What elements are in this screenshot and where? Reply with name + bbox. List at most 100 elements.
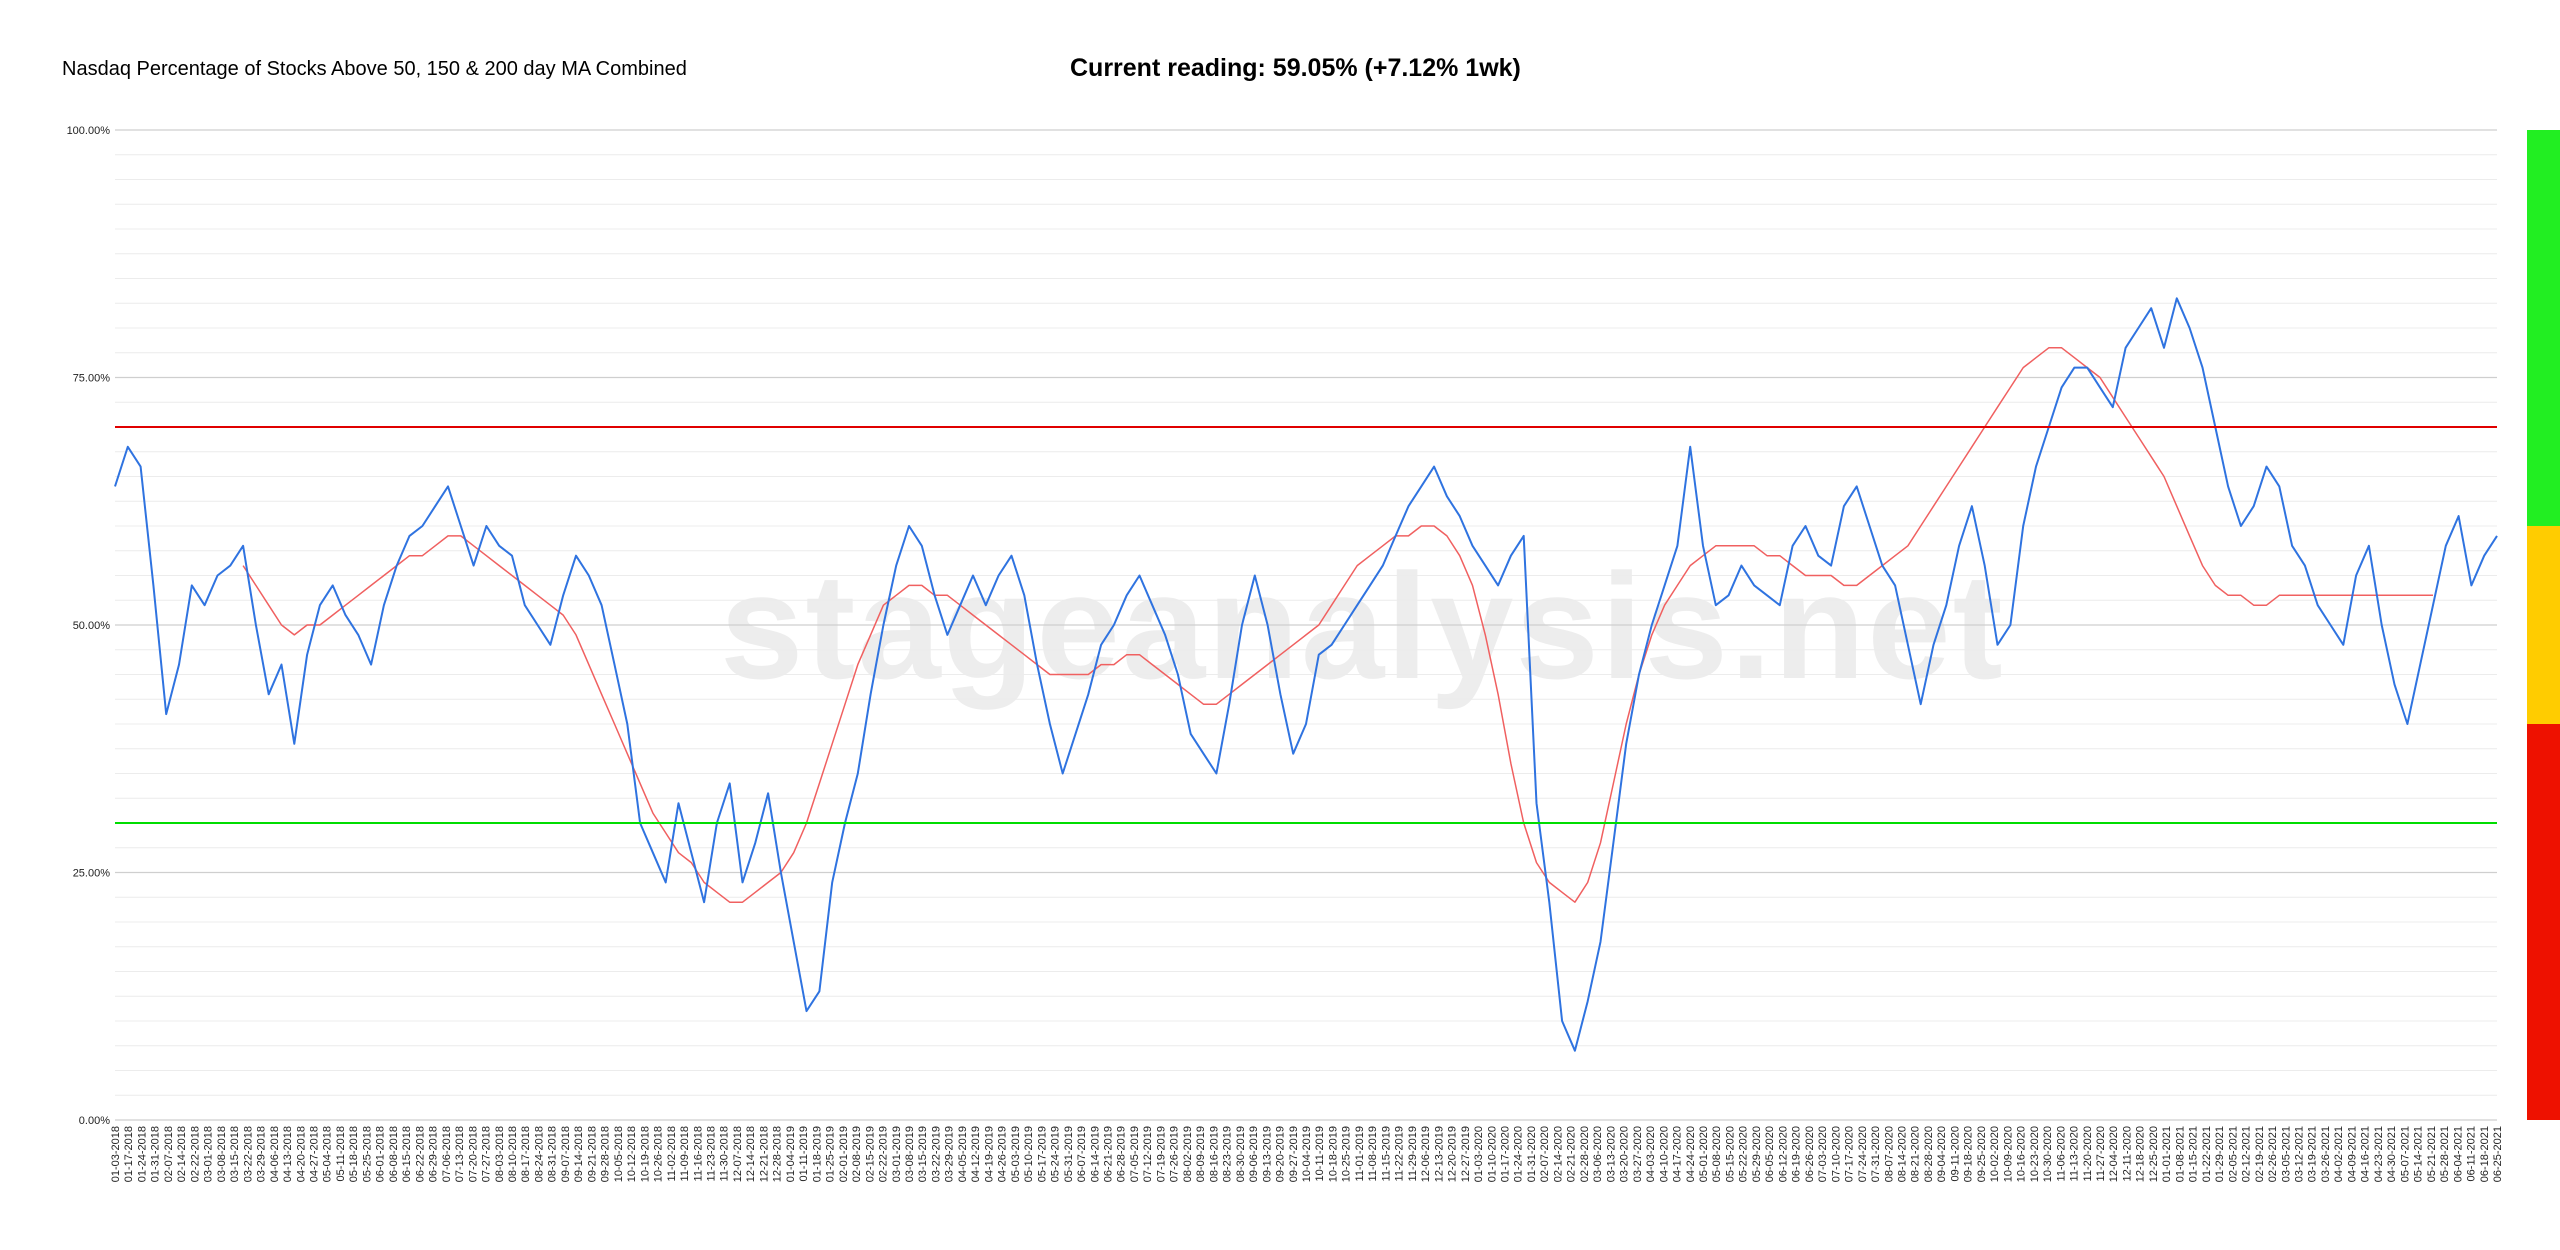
x-tick-label: 04-02-2021 (2333, 1126, 2345, 1182)
x-tick-label: 09-18-2020 (1963, 1126, 1975, 1182)
x-tick-label: 10-02-2020 (1989, 1126, 2001, 1182)
current-reading: Current reading: 59.05% (+7.12% 1wk) (1070, 54, 1521, 82)
y-tick-label: 25.00% (73, 868, 111, 880)
y-tick-label: 100.00% (67, 125, 111, 137)
x-tick-label: 08-10-2018 (507, 1126, 519, 1182)
x-tick-label: 03-29-2019 (944, 1126, 956, 1182)
moving-average-line (242, 347, 2433, 903)
y-tick-label: 75.00% (73, 373, 111, 385)
x-tick-label: 10-04-2019 (1301, 1126, 1313, 1182)
x-tick-label: 12-06-2019 (1420, 1126, 1432, 1182)
x-tick-label: 03-15-2018 (229, 1126, 241, 1182)
x-tick-label: 11-23-2018 (706, 1126, 718, 1181)
x-tick-label: 10-16-2020 (2016, 1126, 2028, 1182)
yellow-zone (2527, 526, 2560, 724)
x-tick-label: 08-30-2019 (1235, 1126, 1247, 1182)
x-tick-label: 02-12-2021 (2241, 1126, 2253, 1182)
x-tick-label: 08-02-2019 (1182, 1126, 1194, 1182)
x-tick-label: 05-15-2020 (1725, 1126, 1737, 1182)
x-tick-label: 06-05-2020 (1764, 1126, 1776, 1182)
x-tick-label: 01-08-2021 (2174, 1126, 2186, 1182)
x-tick-label: 09-11-2020 (1949, 1126, 1961, 1181)
x-tick-label: 02-15-2019 (864, 1126, 876, 1182)
x-tick-label: 04-20-2018 (295, 1126, 307, 1182)
x-tick-label: 09-28-2018 (600, 1126, 612, 1182)
signal-zone-bar (2527, 130, 2560, 1120)
x-tick-label: 01-03-2020 (1473, 1126, 1485, 1182)
x-tick-label: 05-17-2019 (1036, 1126, 1048, 1182)
percentage-line (114, 297, 2498, 1052)
reference-lines (115, 426, 2497, 824)
x-tick-label: 09-14-2018 (573, 1126, 585, 1182)
x-tick-label: 01-11-2019 (798, 1126, 810, 1181)
x-tick-label: 11-09-2018 (679, 1126, 691, 1181)
x-tick-label: 05-28-2021 (2439, 1126, 2451, 1182)
x-tick-label: 03-19-2021 (2307, 1126, 2319, 1182)
x-tick-label: 06-01-2018 (375, 1126, 387, 1182)
x-tick-label: 12-27-2019 (1460, 1126, 1472, 1182)
x-tick-label: 11-01-2019 (1354, 1126, 1366, 1181)
x-tick-label: 10-12-2018 (626, 1126, 638, 1182)
x-tick-label: 07-27-2018 (481, 1126, 493, 1182)
x-tick-label: 12-13-2019 (1433, 1126, 1445, 1182)
x-tick-label: 04-30-2021 (2386, 1126, 2398, 1182)
x-tick-label: 02-14-2020 (1552, 1126, 1564, 1182)
x-tick-label: 12-11-2020 (2122, 1126, 2134, 1181)
x-tick-label: 04-12-2019 (970, 1126, 982, 1182)
x-tick-label: 03-05-2021 (2280, 1126, 2292, 1182)
x-tick-label: 06-07-2019 (1076, 1126, 1088, 1182)
x-tick-label: 07-19-2019 (1155, 1126, 1167, 1182)
x-tick-label: 05-29-2020 (1751, 1126, 1763, 1182)
x-tick-label: 03-13-2020 (1605, 1126, 1617, 1182)
x-tick-label: 01-31-2018 (150, 1126, 162, 1182)
x-tick-label: 05-07-2021 (2399, 1126, 2411, 1182)
x-tick-label: 06-29-2018 (428, 1126, 440, 1182)
x-tick-label: 03-01-2018 (203, 1126, 215, 1182)
x-tick-label: 09-13-2019 (1261, 1126, 1273, 1182)
x-tick-label: 02-19-2021 (2254, 1126, 2266, 1182)
x-tick-label: 04-05-2019 (957, 1126, 969, 1182)
x-tick-label: 05-10-2019 (1023, 1126, 1035, 1182)
y-tick-label: 50.00% (73, 620, 111, 632)
x-tick-label: 08-28-2020 (1923, 1126, 1935, 1182)
x-tick-label: 08-14-2020 (1897, 1126, 1909, 1182)
x-tick-label: 02-26-2021 (2267, 1126, 2279, 1182)
y-tick-label: 0.00% (79, 1115, 110, 1127)
x-tick-label: 05-24-2019 (1050, 1126, 1062, 1182)
x-tick-label: 02-01-2019 (838, 1126, 850, 1182)
x-tick-label: 09-27-2019 (1288, 1126, 1300, 1182)
x-tick-label: 08-03-2018 (494, 1126, 506, 1182)
x-tick-label: 10-11-2019 (1314, 1126, 1326, 1181)
x-tick-label: 07-06-2018 (441, 1126, 453, 1182)
x-tick-label: 06-28-2019 (1116, 1126, 1128, 1182)
x-tick-label: 04-23-2021 (2373, 1126, 2385, 1182)
x-tick-label: 07-20-2018 (467, 1126, 479, 1182)
x-tick-label: 10-23-2020 (2029, 1126, 2041, 1182)
x-tick-label: 01-22-2021 (2201, 1126, 2213, 1182)
x-tick-label: 06-11-2021 (2466, 1126, 2478, 1181)
x-tick-label: 04-24-2020 (1685, 1126, 1697, 1182)
x-tick-label: 01-03-2018 (110, 1126, 122, 1182)
x-tick-label: 05-08-2020 (1711, 1126, 1723, 1182)
x-tick-label: 03-26-2021 (2320, 1126, 2332, 1182)
x-tick-label: 06-08-2018 (388, 1126, 400, 1182)
red-zone (2527, 724, 2560, 1120)
x-tick-label: 01-17-2018 (123, 1126, 135, 1182)
x-tick-label: 11-29-2019 (1407, 1126, 1419, 1181)
x-tick-label: 06-18-2021 (2479, 1126, 2491, 1182)
x-tick-label: 08-24-2018 (534, 1126, 546, 1182)
x-tick-label: 04-17-2020 (1672, 1126, 1684, 1182)
x-tick-label: 04-09-2021 (2346, 1126, 2358, 1182)
x-tick-label: 02-22-2019 (878, 1126, 890, 1182)
x-tick-label: 07-17-2020 (1844, 1126, 1856, 1182)
x-tick-label: 08-16-2019 (1208, 1126, 1220, 1182)
x-tick-label: 11-16-2018 (692, 1126, 704, 1181)
x-tick-label: 11-02-2018 (666, 1126, 678, 1181)
x-tick-label: 09-25-2020 (1976, 1126, 1988, 1182)
x-tick-label: 10-09-2020 (2002, 1126, 2014, 1182)
x-tick-label: 12-07-2018 (732, 1126, 744, 1182)
x-tick-label: 06-21-2019 (1103, 1126, 1115, 1182)
x-tick-label: 12-14-2018 (745, 1126, 757, 1182)
x-tick-label: 04-13-2018 (282, 1126, 294, 1182)
